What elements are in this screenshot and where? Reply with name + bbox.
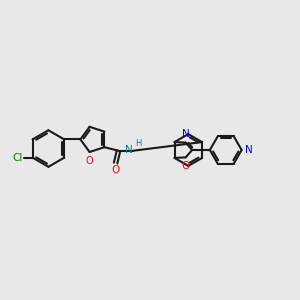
Text: N: N [244, 145, 252, 155]
Text: N: N [125, 145, 133, 155]
Text: H: H [135, 139, 142, 148]
Text: Cl: Cl [12, 153, 22, 163]
Text: O: O [182, 161, 190, 171]
Text: O: O [112, 165, 120, 176]
Text: N: N [182, 129, 190, 139]
Text: O: O [86, 155, 93, 166]
